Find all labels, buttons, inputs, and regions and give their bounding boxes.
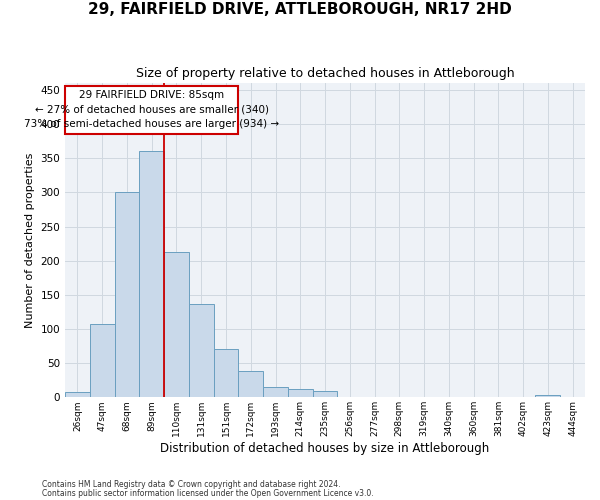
Text: 29 FAIRFIELD DRIVE: 85sqm: 29 FAIRFIELD DRIVE: 85sqm (79, 90, 224, 100)
Bar (313, 391, 337, 398)
Bar (535, 395, 560, 398)
Bar (214, 350, 238, 398)
Bar (115, 192, 139, 398)
Bar (263, 387, 288, 398)
Text: 73% of semi-detached houses are larger (934) →: 73% of semi-detached houses are larger (… (24, 118, 279, 128)
Text: Contains HM Land Registry data © Crown copyright and database right 2024.: Contains HM Land Registry data © Crown c… (42, 480, 341, 489)
Bar (90, 324, 115, 398)
Bar (65, 392, 90, 398)
Bar (288, 389, 313, 398)
Text: 29, FAIRFIELD DRIVE, ATTLEBOROUGH, NR17 2HD: 29, FAIRFIELD DRIVE, ATTLEBOROUGH, NR17 … (88, 2, 512, 18)
Text: ← 27% of detached houses are smaller (340): ← 27% of detached houses are smaller (34… (35, 104, 269, 114)
Text: Contains public sector information licensed under the Open Government Licence v3: Contains public sector information licen… (42, 489, 374, 498)
Bar (164, 252, 189, 398)
FancyBboxPatch shape (65, 86, 238, 134)
Y-axis label: Number of detached properties: Number of detached properties (25, 152, 35, 328)
Bar (189, 304, 214, 398)
Title: Size of property relative to detached houses in Attleborough: Size of property relative to detached ho… (136, 68, 514, 80)
Bar (139, 152, 164, 398)
Bar (238, 370, 263, 398)
X-axis label: Distribution of detached houses by size in Attleborough: Distribution of detached houses by size … (160, 442, 490, 455)
